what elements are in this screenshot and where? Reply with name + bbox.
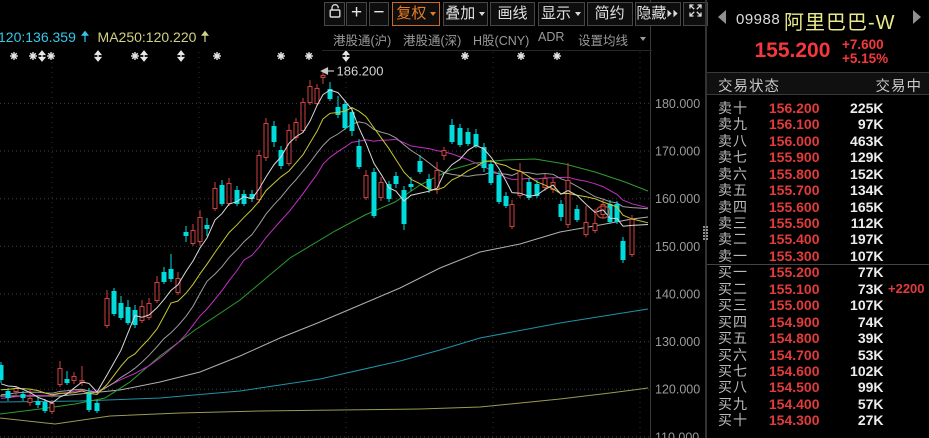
svg-text:150.000: 150.000 [655, 240, 700, 254]
svg-text:120.000: 120.000 [655, 383, 700, 397]
svg-text:180.000: 180.000 [655, 97, 700, 111]
svg-text:170.000: 170.000 [655, 145, 700, 159]
svg-text:130.000: 130.000 [655, 335, 700, 349]
svg-text:110.000: 110.000 [655, 430, 699, 438]
svg-text:186.200: 186.200 [337, 64, 384, 79]
svg-text:140.000: 140.000 [655, 288, 700, 302]
svg-text:160.000: 160.000 [655, 192, 700, 206]
